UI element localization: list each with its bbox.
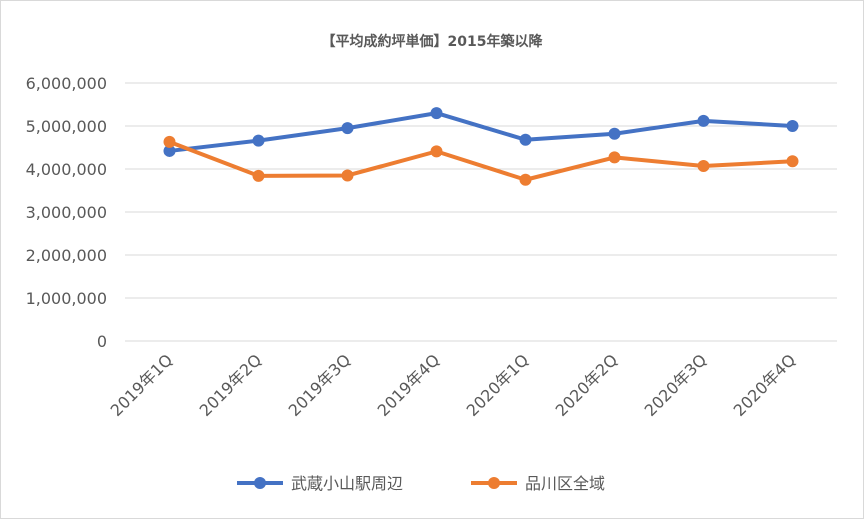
y-axis-ticks: 0 1,000,000 2,000,000 3,000,000 4,000,000 5,0… — [26, 74, 107, 351]
y-tick-label: 5,000,000 — [26, 117, 107, 136]
data-point — [608, 151, 621, 164]
series-lines — [163, 107, 799, 186]
data-point — [519, 133, 532, 146]
x-tick-label: 2020年4Q — [730, 350, 800, 420]
data-point — [519, 173, 532, 186]
data-point — [786, 155, 799, 168]
legend: 武蔵小山駅周辺 品川区全域 — [237, 474, 605, 493]
data-point — [163, 144, 176, 157]
data-point — [341, 122, 354, 135]
x-tick-label: 2019年3Q — [285, 350, 355, 420]
chart-title: 【平均成約坪単価】2015年築以降 — [322, 33, 544, 50]
x-tick-label: 2020年2Q — [552, 350, 622, 420]
series-line-0 — [167, 111, 795, 153]
series-line-1 — [167, 139, 795, 182]
y-tick-label: 1,000,000 — [26, 289, 107, 308]
y-tick-label: 0 — [97, 332, 107, 351]
data-point — [430, 145, 443, 158]
x-tick-label: 2019年1Q — [107, 350, 177, 420]
legend-label-0: 武蔵小山駅周辺 — [291, 474, 403, 493]
x-tick-label: 2020年1Q — [463, 350, 533, 420]
data-point — [430, 107, 443, 120]
legend-marker-0 — [254, 477, 266, 489]
x-tick-label: 2019年4Q — [374, 350, 444, 420]
y-tick-label: 6,000,000 — [26, 74, 107, 93]
data-point — [163, 135, 176, 148]
data-point — [252, 134, 265, 147]
data-point — [341, 169, 354, 182]
y-tick-label: 4,000,000 — [26, 160, 107, 179]
data-point — [608, 127, 621, 140]
y-tick-label: 2,000,000 — [26, 246, 107, 265]
data-point — [697, 159, 710, 172]
legend-marker-1 — [488, 477, 500, 489]
x-axis-ticks: 2019年1Q 2019年2Q 2019年3Q 2019年4Q 2020年1Q 2020年… — [107, 350, 800, 420]
y-tick-label: 3,000,000 — [26, 203, 107, 222]
data-point — [252, 169, 265, 182]
legend-label-1: 品川区全域 — [525, 474, 605, 493]
x-tick-label: 2019年2Q — [196, 350, 266, 420]
x-tick-label: 2020年3Q — [641, 350, 711, 420]
data-point — [697, 114, 710, 127]
data-point — [786, 120, 799, 132]
